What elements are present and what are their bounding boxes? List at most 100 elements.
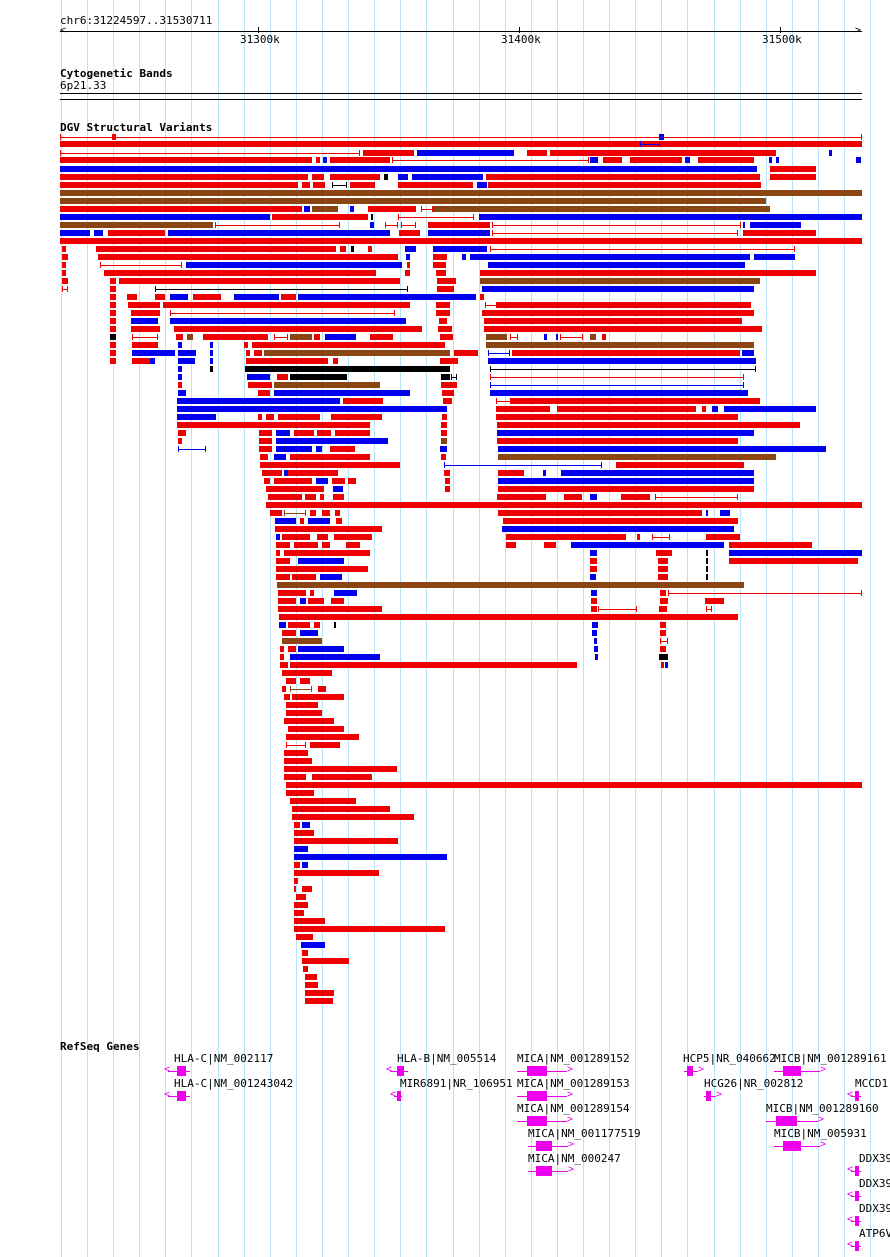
sv-feature[interactable] [290,334,312,340]
sv-feature[interactable] [616,462,744,468]
gene-model[interactable]: > [517,1114,573,1126]
sv-feature[interactable] [498,454,776,460]
sv-feature[interactable] [320,494,324,500]
sv-feature[interactable] [62,270,66,276]
sv-feature[interactable] [110,294,116,300]
sv-feature[interactable] [94,230,103,236]
sv-feature[interactable] [110,334,116,340]
gene-label[interactable]: MICA|NM_001177519 [528,1127,641,1140]
sv-feature[interactable] [60,222,213,228]
sv-feature[interactable] [330,157,390,163]
sv-feature[interactable] [294,902,308,908]
sv-connector[interactable] [392,160,589,161]
sv-feature[interactable] [168,230,390,236]
sv-feature[interactable] [440,334,453,340]
sv-feature[interactable] [296,934,313,940]
sv-feature[interactable] [440,358,458,364]
sv-feature[interactable] [258,414,262,420]
gene-label[interactable]: DDX39B [859,1152,890,1165]
sv-feature[interactable] [246,358,328,364]
sv-feature[interactable] [177,398,340,404]
sv-feature[interactable] [60,174,308,180]
sv-feature[interactable] [705,598,724,604]
sv-feature[interactable] [368,246,372,252]
sv-feature[interactable] [454,350,478,356]
gene-label[interactable]: MICB|NM_005931 [774,1127,867,1140]
sv-feature[interactable] [294,854,447,860]
gene-model[interactable]: > [704,1089,722,1101]
sv-feature[interactable] [178,390,186,396]
sv-feature[interactable] [60,238,862,244]
sv-feature[interactable] [282,534,310,540]
gene-model[interactable]: < [847,1164,861,1176]
sv-feature[interactable] [60,190,862,196]
sv-feature[interactable] [292,814,414,820]
sv-feature[interactable] [286,790,314,796]
sv-feature[interactable] [428,230,490,236]
sv-connector[interactable] [100,265,182,266]
sv-feature[interactable] [706,566,708,572]
gene-label[interactable]: MICB|NM_001289161 [774,1052,887,1065]
sv-feature[interactable] [750,222,801,228]
sv-feature[interactable] [346,542,360,548]
sv-feature[interactable] [210,342,213,348]
sv-feature[interactable] [280,662,288,668]
sv-feature[interactable] [259,430,272,436]
sv-feature[interactable] [275,526,382,532]
sv-feature[interactable] [290,654,380,660]
sv-feature[interactable] [304,206,310,212]
sv-feature[interactable] [331,598,344,604]
sv-feature[interactable] [729,542,812,548]
sv-feature[interactable] [503,518,738,524]
gene-model[interactable]: > [774,1064,826,1076]
sv-feature[interactable] [405,246,416,252]
sv-connector[interactable] [170,313,395,314]
gene-label[interactable]: DDX39B [859,1202,890,1215]
sv-feature[interactable] [163,302,410,308]
sv-feature[interactable] [428,222,490,228]
sv-feature[interactable] [300,518,304,524]
sv-feature[interactable] [556,334,558,340]
sv-feature[interactable] [770,166,816,172]
sv-feature[interactable] [272,214,368,220]
sv-feature[interactable] [433,206,770,212]
sv-feature[interactable] [178,342,182,348]
sv-feature[interactable] [407,262,410,268]
sv-feature[interactable] [561,470,754,476]
sv-feature[interactable] [274,478,312,484]
gene-model[interactable]: > [774,1139,826,1151]
sv-feature[interactable] [286,734,359,740]
sv-feature[interactable] [480,270,816,276]
sv-feature[interactable] [595,654,598,660]
sv-feature[interactable] [210,350,213,356]
sv-feature[interactable] [497,302,751,308]
sv-feature[interactable] [262,470,282,476]
sv-feature[interactable] [62,246,66,252]
sv-feature[interactable] [323,157,327,163]
gene-label[interactable]: MICB|NM_001289160 [766,1102,879,1115]
sv-feature[interactable] [322,542,330,548]
sv-feature[interactable] [278,590,306,596]
sv-feature[interactable] [294,926,445,932]
sv-feature[interactable] [433,254,447,260]
sv-feature[interactable] [174,326,422,332]
sv-feature[interactable] [234,294,279,300]
sv-feature[interactable] [294,862,300,868]
sv-feature[interactable] [314,334,320,340]
sv-feature[interactable] [441,430,447,436]
sv-feature[interactable] [62,262,66,268]
sv-feature[interactable] [571,542,724,548]
sv-feature[interactable] [98,254,398,260]
gene-model[interactable]: > [517,1089,573,1101]
sv-connector[interactable] [215,225,340,226]
sv-feature[interactable] [110,350,116,356]
sv-connector[interactable] [598,609,637,610]
sv-feature[interactable] [178,366,182,372]
sv-feature[interactable] [316,478,328,484]
sv-feature[interactable] [292,806,390,812]
sv-feature[interactable] [590,566,597,572]
sv-feature[interactable] [193,294,221,300]
sv-feature[interactable] [706,550,708,556]
sv-feature[interactable] [266,486,324,492]
gene-model[interactable]: < [847,1239,861,1251]
